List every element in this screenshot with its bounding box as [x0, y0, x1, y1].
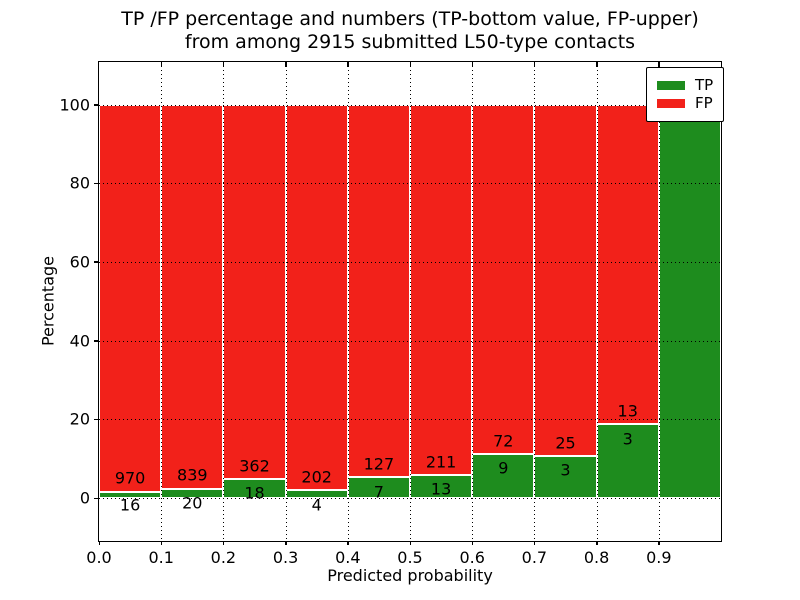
bar-tp-count-label: 18: [244, 483, 265, 503]
x-tick-label: 0.2: [210, 548, 237, 567]
y-tick-label: 40: [69, 331, 90, 351]
y-tick-label: 100: [59, 95, 90, 114]
x-tick-mark-top: [409, 62, 411, 67]
x-tick-mark-top: [471, 62, 474, 67]
bar-tp-count-label: 20: [182, 493, 203, 513]
bar-tp-count-label: 3: [560, 460, 571, 480]
bar-fp-count-label: 25: [555, 433, 576, 453]
bar-segment-fp: [534, 104, 597, 456]
x-tick-mark-top: [533, 62, 536, 67]
bar-tp-count-label: 4: [311, 495, 322, 515]
x-tick-mark: [160, 541, 163, 545]
x-tick-label: 0.7: [521, 548, 548, 567]
bar-segment-fp: [223, 104, 286, 480]
y-tick-mark: [93, 497, 98, 499]
bar-tp-count-label: 7: [373, 482, 384, 502]
y-tick-label: 60: [69, 252, 90, 272]
bar-tp-count-label: 3: [622, 429, 633, 449]
x-tick-mark-top: [596, 62, 598, 67]
gridline-vertical: [285, 62, 287, 541]
x-tick-mark: [98, 541, 100, 545]
bar-segment-fp: [285, 104, 348, 491]
x-tick-mark: [285, 541, 287, 545]
bar-fp-count-label: 13: [617, 401, 638, 421]
x-tick-mark-top: [160, 62, 163, 67]
bar-segment-tp: [99, 491, 162, 498]
gridline-vertical: [534, 62, 536, 541]
bar-tp-count-label: 9: [498, 458, 509, 478]
bar-fp-count-label: 211: [425, 452, 457, 472]
x-tick-label: 0.6: [459, 548, 485, 567]
bar-fp-count-label: 202: [301, 467, 332, 487]
bar-segment-fp: [410, 104, 473, 476]
x-tick-mark-top: [658, 62, 660, 67]
y-tick-mark: [93, 261, 98, 263]
bar-fp-count-label: 839: [177, 465, 208, 485]
y-axis-label: Percentage: [38, 255, 58, 347]
plot-area: 970168392036218202412772111372925313310.…: [59, 61, 722, 567]
gridline-vertical: [472, 62, 474, 541]
gridline-vertical: [596, 62, 598, 541]
x-tick-mark: [533, 541, 536, 545]
y-tick-mark: [93, 418, 98, 421]
gridline-vertical: [347, 62, 349, 541]
gridline-vertical: [223, 62, 225, 541]
legend-label: FP: [695, 94, 713, 112]
bar-segment-tp: [596, 424, 659, 498]
x-tick-mark-top: [285, 62, 287, 67]
x-tick-mark: [658, 541, 660, 545]
x-tick-label: 0.4: [335, 548, 361, 567]
x-tick-label: 0.0: [86, 548, 112, 567]
x-tick-label: 0.3: [272, 548, 299, 567]
bar-segment-fp: [161, 104, 224, 489]
x-tick-label: 0.9: [646, 548, 672, 567]
x-axis-label: Predicted probability: [327, 566, 493, 585]
tp-legend-swatch: [656, 80, 686, 91]
y-tick-label: 80: [69, 173, 90, 193]
bar-fp-count-label: 127: [363, 454, 395, 474]
x-tick-label: 0.5: [397, 548, 423, 567]
chart-title-line-1: TP /FP percentage and numbers (TP-bottom…: [121, 8, 699, 30]
y-tick-mark: [93, 182, 98, 185]
bar-tp-count-label: 13: [430, 479, 452, 499]
gridline-vertical: [161, 62, 163, 541]
y-tick-mark: [93, 104, 98, 106]
y-tick-mark: [93, 340, 98, 342]
x-tick-mark-top: [222, 62, 225, 67]
bar-fp-count-label: 362: [239, 456, 270, 476]
y-tick-label: 20: [69, 409, 90, 429]
bar-segment-tp: [534, 455, 597, 498]
legend: TP FP: [646, 67, 725, 122]
bar-segment-fp: [347, 104, 410, 478]
x-tick-label: 0.8: [583, 548, 610, 567]
legend-item: TP: [656, 78, 713, 93]
gridline-vertical: [658, 62, 660, 541]
legend-item: FP: [656, 96, 713, 111]
bar-segment-fp: [99, 104, 162, 492]
bar-segment-tp: [658, 105, 721, 498]
x-tick-label: 0.1: [148, 548, 174, 567]
x-tick-mark: [347, 541, 349, 545]
bar-tp-count-label: 16: [119, 495, 141, 515]
chart-title-line-2: from among 2915 submitted L50-type conta…: [184, 31, 636, 53]
bar-segment-fp: [472, 104, 535, 455]
x-tick-mark: [222, 541, 225, 545]
bar-fp-count-label: 72: [493, 431, 514, 451]
bar-segment-tp: [472, 454, 535, 498]
bar-segment-fp: [596, 104, 659, 425]
x-tick-mark: [409, 541, 411, 545]
gridline-vertical: [410, 62, 411, 541]
bar-fp-count-label: 970: [114, 468, 146, 488]
x-tick-mark: [596, 541, 598, 545]
x-tick-mark-top: [347, 62, 349, 67]
y-tick-label: 0: [79, 488, 90, 508]
fp-legend-swatch: [656, 98, 686, 109]
legend-label: TP: [695, 76, 714, 94]
x-tick-mark: [471, 541, 474, 545]
